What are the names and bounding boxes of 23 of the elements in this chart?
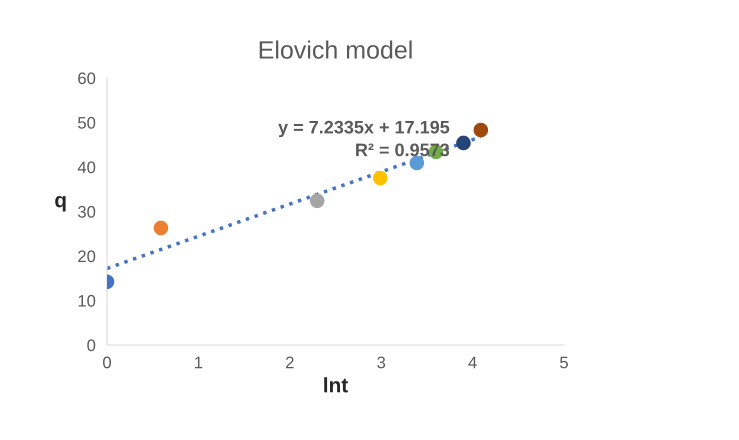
- y-tick-label: 0: [87, 339, 96, 352]
- y-tick-label: 20: [78, 250, 96, 262]
- x-tick-label: 0: [103, 356, 111, 368]
- x-tick-label: 3: [377, 356, 386, 368]
- y-tick-label: 30: [78, 206, 96, 218]
- x-tick-label: 1: [195, 356, 202, 368]
- x-tick-label: 2: [286, 356, 294, 368]
- y-tick-label: 50: [78, 116, 96, 129]
- x-tick-label: 5: [560, 356, 568, 368]
- y-axis-title: q: [55, 196, 66, 212]
- point: [474, 122, 488, 138]
- chart-title: Elovich model: [260, 40, 412, 59]
- x-tick-label: 4: [468, 356, 477, 368]
- x-axis-title: lnt: [324, 377, 348, 392]
- point: [310, 194, 325, 208]
- y-tick-label: 40: [78, 161, 96, 174]
- annotation: y = 7.2335x + 17.195: [278, 120, 450, 138]
- point: [373, 170, 388, 186]
- point: [410, 156, 424, 170]
- y-tick-label: 60: [78, 72, 96, 84]
- point: [456, 136, 471, 150]
- y-tick-label: 10: [78, 294, 96, 307]
- point: [154, 220, 168, 236]
